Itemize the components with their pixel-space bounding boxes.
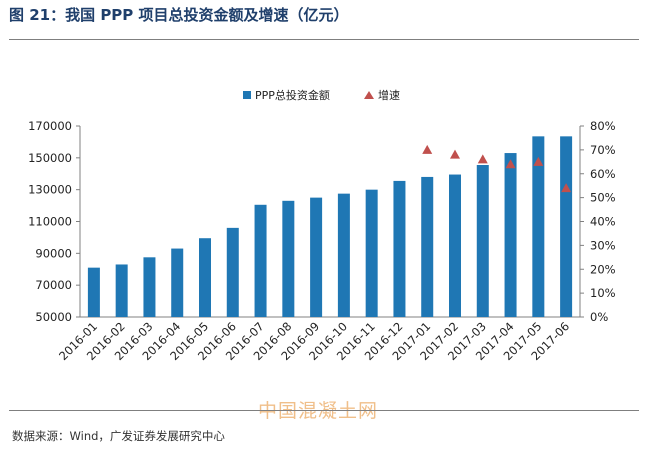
bar xyxy=(504,153,517,317)
bar-series xyxy=(87,136,573,317)
source-note: 数据来源：Wind，广发证券发展研究中心 xyxy=(12,429,225,443)
left-tick-label: 50000 xyxy=(35,310,72,324)
bar xyxy=(560,136,573,317)
bar xyxy=(143,257,156,317)
growth-marker xyxy=(477,154,488,164)
footer-divider xyxy=(9,410,639,411)
left-tick-label: 70000 xyxy=(35,278,72,292)
bar xyxy=(365,189,378,317)
left-tick-label: 90000 xyxy=(35,246,72,260)
legend-marker-label: 增速 xyxy=(378,88,400,102)
left-tick-label: 110000 xyxy=(28,215,72,229)
growth-marker xyxy=(450,149,460,159)
left-tick-label: 130000 xyxy=(28,183,72,197)
left-axis-ticks: 50000 70000 90000 110000 130000 150000 170000 xyxy=(28,119,80,324)
bar xyxy=(199,238,211,317)
x-axis-ticks: 2016-012016-022016-032016-042016-052016-… xyxy=(56,319,572,363)
bar xyxy=(254,204,267,317)
right-tick-label: 60% xyxy=(590,167,616,181)
growth-marker xyxy=(533,156,544,166)
growth-series xyxy=(422,144,572,193)
right-tick-label: 0% xyxy=(590,310,608,324)
figure-title: 图 21：我国 PPP 项目总投资金额及增速（亿元） xyxy=(9,6,349,24)
bar xyxy=(282,200,295,317)
legend-bar-swatch xyxy=(243,91,251,99)
bar xyxy=(532,136,545,317)
bar xyxy=(337,193,350,317)
bar xyxy=(310,197,323,317)
left-tick-label: 150000 xyxy=(28,151,72,165)
bar xyxy=(87,267,100,317)
right-tick-label: 10% xyxy=(590,286,616,300)
title-divider xyxy=(9,39,639,40)
right-tick-label: 50% xyxy=(590,191,616,205)
bar xyxy=(393,180,406,317)
left-tick-label: 170000 xyxy=(28,119,72,133)
bar xyxy=(421,176,434,317)
bar xyxy=(476,164,489,317)
legend-marker-swatch xyxy=(364,91,374,99)
bar xyxy=(115,264,128,317)
right-tick-label: 30% xyxy=(590,238,616,252)
investment-chart: PPP总投资金额 增速 50000 70000 90000 110000 130000 1… xyxy=(28,88,616,363)
growth-marker xyxy=(422,144,433,154)
bar xyxy=(449,174,461,317)
watermark: 中国混凝土网 xyxy=(258,400,379,422)
bar xyxy=(171,248,184,317)
bar xyxy=(226,227,239,317)
right-tick-label: 20% xyxy=(590,262,616,276)
growth-marker xyxy=(561,183,572,193)
legend-bar-label: PPP总投资金额 xyxy=(255,88,330,102)
chart-legend: PPP总投资金额 增速 xyxy=(243,88,400,102)
right-tick-label: 80% xyxy=(590,119,616,133)
right-tick-label: 40% xyxy=(590,215,616,229)
right-tick-label: 70% xyxy=(590,143,616,157)
growth-marker xyxy=(505,159,516,169)
right-axis-ticks: 0% 10% 20% 30% 40% 50% 60% 70% 80% xyxy=(580,119,616,324)
